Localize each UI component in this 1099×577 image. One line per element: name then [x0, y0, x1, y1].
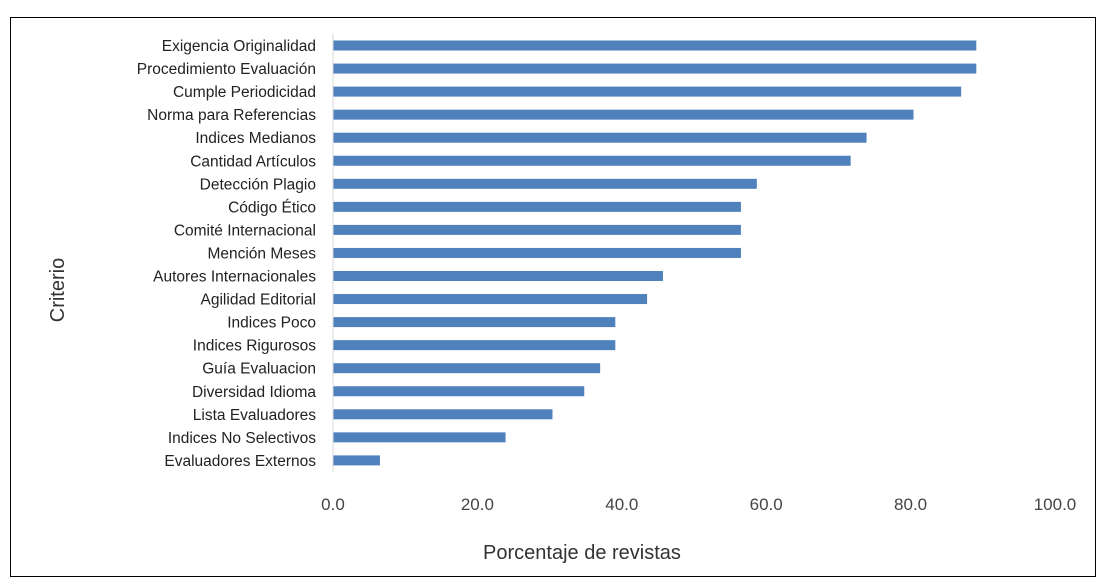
category-label: Norma para Referencias	[147, 107, 316, 124]
category-label: Indices No Selectivos	[168, 430, 316, 447]
bar	[333, 109, 914, 120]
bar	[333, 63, 977, 74]
category-label: Indices Poco	[227, 315, 316, 332]
category-label: Detección Plagio	[200, 176, 316, 193]
bar	[333, 86, 962, 97]
category-label: Cumple Periodicidad	[173, 84, 316, 101]
category-label: Cantidad Artículos	[190, 153, 316, 170]
x-tick-label: 40.0	[605, 495, 638, 514]
category-labels-group: Exigencia Originalidad Procedimiento Eval…	[137, 38, 317, 470]
category-label: Código Ético	[228, 199, 316, 216]
bar	[333, 340, 616, 351]
bar	[333, 40, 977, 51]
category-label: Guía Evaluacion	[202, 361, 316, 378]
category-label: Autores Internacionales	[153, 269, 316, 286]
category-label: Comité Internacional	[174, 222, 316, 239]
bar	[333, 363, 601, 374]
category-label: Lista Evaluadores	[193, 407, 316, 424]
category-label: Exigencia Originalidad	[162, 38, 316, 55]
category-label: Diversidad Idioma	[192, 384, 316, 401]
category-label: Indices Medianos	[195, 130, 316, 147]
bar	[333, 271, 663, 281]
y-axis-title: Criterio	[47, 258, 69, 322]
x-axis-title: Porcentaje de revistas	[483, 542, 681, 564]
category-label: Indices Rigurosos	[193, 338, 316, 355]
bar	[333, 432, 506, 443]
category-label: Agilidad Editorial	[201, 292, 316, 309]
x-tick-label: 80.0	[894, 495, 927, 514]
bar	[333, 409, 553, 420]
x-tick-label: 0.0	[321, 495, 345, 514]
bar	[333, 386, 585, 397]
bar	[333, 247, 741, 258]
bar	[333, 317, 616, 328]
category-label: Evaluadores Externos	[164, 453, 316, 470]
bar	[333, 455, 380, 466]
bar	[333, 201, 741, 212]
bar	[333, 178, 757, 189]
category-label: Procedimiento Evaluación	[137, 61, 316, 78]
x-tick-labels-group: 0.0 20.0 40.0 60.0 80.0 100.0	[321, 495, 1076, 514]
bar	[333, 294, 648, 305]
bar	[333, 224, 741, 235]
category-label: Mención Meses	[207, 245, 316, 262]
x-tick-label: 100.0	[1034, 495, 1077, 514]
x-tick-label: 20.0	[461, 495, 494, 514]
bars-group	[333, 40, 977, 466]
bar	[333, 155, 851, 166]
bar	[333, 132, 867, 143]
x-tick-label: 60.0	[750, 495, 783, 514]
